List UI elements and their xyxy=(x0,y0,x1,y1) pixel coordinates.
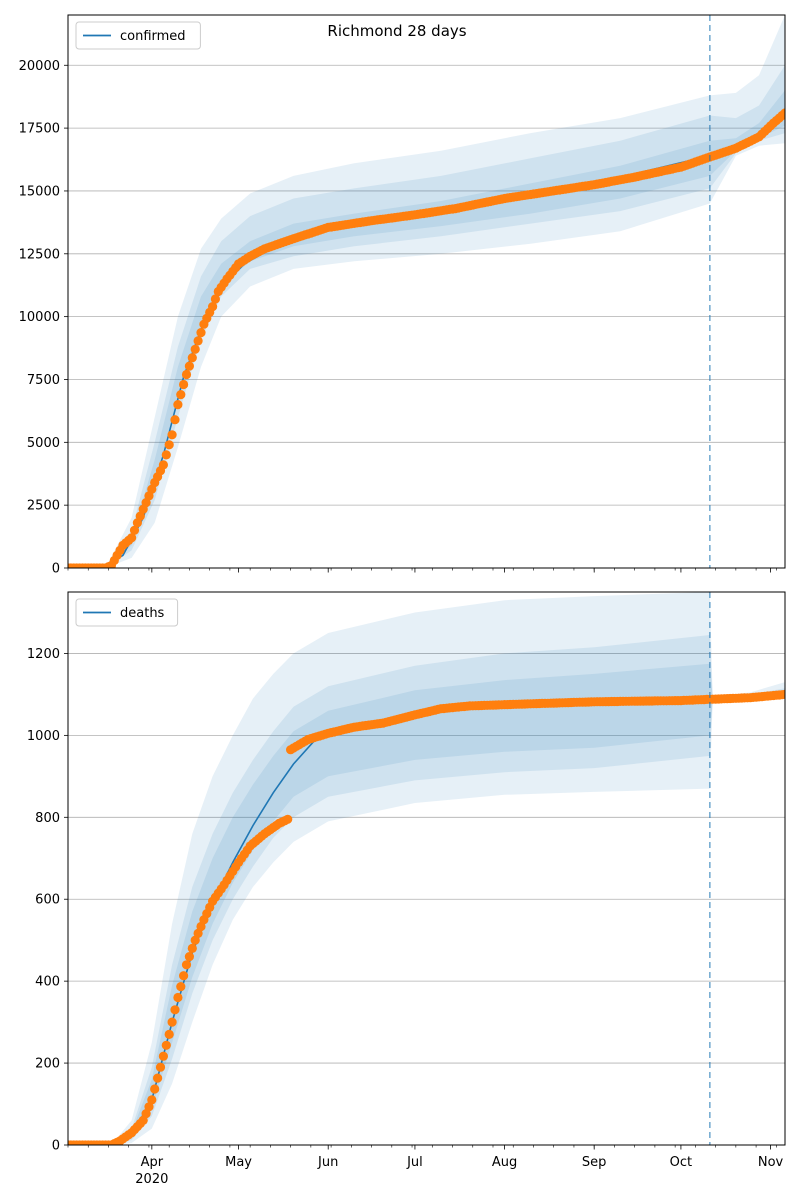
observed-point xyxy=(173,400,183,410)
y-tick-label: 0 xyxy=(52,1139,60,1154)
chart-title: Richmond 28 days xyxy=(327,22,466,40)
legend-box xyxy=(75,598,179,627)
band-mid xyxy=(105,65,785,568)
observed-point xyxy=(184,361,194,371)
x-tick-label: Apr xyxy=(141,1155,164,1170)
legend-label: deaths xyxy=(120,606,165,621)
x-tick-sublabel: 2020 xyxy=(135,1172,168,1187)
y-tick-label: 0 xyxy=(52,562,60,577)
observed-point xyxy=(153,1073,163,1083)
x-tick-label: Oct xyxy=(670,1155,692,1170)
y-tick-label: 600 xyxy=(35,893,60,908)
y-tick-label: 5000 xyxy=(27,436,60,451)
observed-point xyxy=(161,1040,171,1050)
axes-frame xyxy=(67,14,786,569)
observed-point xyxy=(176,390,186,400)
observed-point xyxy=(147,1095,157,1105)
y-tick-label: 12500 xyxy=(19,247,60,262)
legend-label: confirmed xyxy=(120,29,186,44)
y-tick-label: 2500 xyxy=(27,499,60,514)
y-tick-label: 15000 xyxy=(19,184,60,199)
observed-point xyxy=(179,971,189,981)
observed-point xyxy=(176,982,186,992)
observed-point xyxy=(158,1051,168,1061)
y-tick-label: 800 xyxy=(35,811,60,826)
legend: confirmed xyxy=(75,21,201,50)
x-tick-label: Aug xyxy=(492,1155,517,1170)
y-tick-label: 1000 xyxy=(27,729,60,744)
observed-point xyxy=(193,928,203,939)
observed-point xyxy=(150,1084,160,1094)
observed-point xyxy=(129,525,140,535)
observed-point xyxy=(780,108,785,118)
observed-point xyxy=(187,943,197,954)
x-tick-label: Jun xyxy=(317,1155,338,1170)
observed-point xyxy=(144,1102,154,1112)
band-outer xyxy=(105,15,785,568)
observed-point xyxy=(164,440,174,450)
observed-point xyxy=(780,689,785,699)
y-tick-label: 10000 xyxy=(19,310,60,325)
observed-point xyxy=(190,344,200,354)
observed-point xyxy=(167,430,177,440)
y-tick-label: 20000 xyxy=(19,59,60,74)
y-tick-label: 1200 xyxy=(27,647,60,662)
observed-point xyxy=(187,353,197,363)
observed-point xyxy=(173,992,183,1003)
observed-point xyxy=(161,450,171,460)
observed-point xyxy=(179,379,189,390)
observed-point xyxy=(196,328,206,338)
plot-area xyxy=(68,15,785,568)
observed-point xyxy=(184,952,194,962)
observed-point xyxy=(158,460,168,470)
band-mid xyxy=(111,635,785,1145)
y-tick-label: 7500 xyxy=(27,373,60,388)
x-tick-label: Jul xyxy=(406,1155,423,1170)
observed-point xyxy=(181,960,192,970)
chart-panel-1: 0 200 400 600 800 1000 1200 Apr 2020 May Jun Jul Aug… xyxy=(27,591,786,1187)
y-tick-label: 400 xyxy=(35,975,60,990)
x-tick-label: May xyxy=(225,1155,252,1170)
observed-point xyxy=(127,533,137,543)
observed-point xyxy=(155,1062,166,1072)
observed-point xyxy=(170,1005,180,1015)
chart-panel-0: 0 2500 5000 7500 10000 12500 15000 17500 20000 Ri… xyxy=(19,14,786,577)
observed-point xyxy=(164,1029,174,1039)
axes-frame xyxy=(67,591,786,1146)
observed-point xyxy=(193,336,203,346)
x-tick-label: Sep xyxy=(582,1155,607,1170)
plot-area xyxy=(68,592,785,1145)
x-tick-label: Nov xyxy=(758,1155,784,1170)
y-tick-label: 17500 xyxy=(19,122,60,137)
legend: deaths xyxy=(75,598,179,627)
observed-point xyxy=(208,302,218,312)
band-outer xyxy=(111,592,785,1145)
observed-point xyxy=(210,294,220,304)
observed-point xyxy=(170,415,180,425)
legend-box xyxy=(75,21,201,50)
observed-point xyxy=(181,369,192,380)
observed-point xyxy=(167,1017,177,1027)
observed-point xyxy=(283,814,293,824)
y-tick-label: 200 xyxy=(35,1057,60,1072)
